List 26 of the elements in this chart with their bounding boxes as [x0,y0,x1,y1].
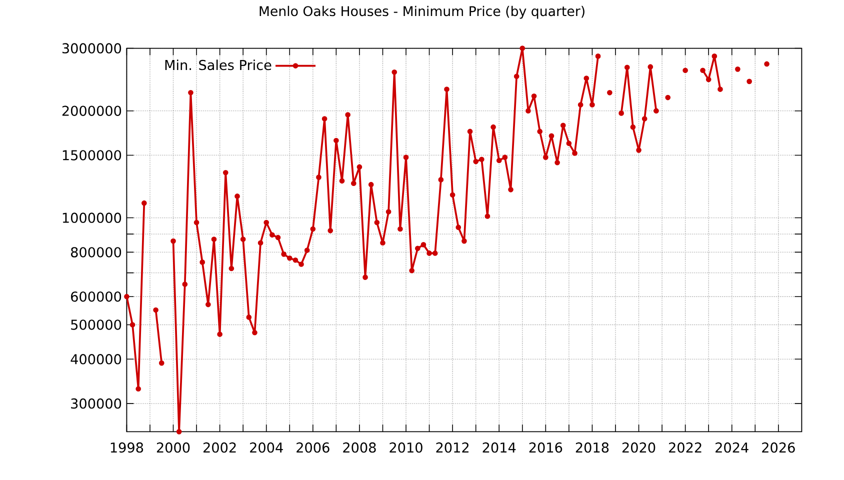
x-tick-label: 2024 [716,442,748,453]
x-tick-label: 2026 [762,442,795,453]
x-tick-label: 1998 [110,442,144,453]
x-tick-label: 2008 [343,442,376,453]
y-tick-label: 1000000 [62,212,122,223]
y-tick-label: 2000000 [62,106,122,116]
x-tick-label: 2000 [156,442,190,453]
y-tick-label: 500000 [71,320,122,330]
x-tick-label: 2002 [204,442,236,453]
x-tick-label: 2018 [576,442,609,453]
y-tick-label: 1500000 [62,150,122,160]
x-tick-label: 2010 [390,442,422,453]
y-tick-label: 400000 [70,354,122,364]
legend-label: Min. Sales Price [165,60,272,70]
x-tick-label: 2014 [482,442,516,453]
y-tick-label: 300000 [71,398,122,409]
x-tick-label: 2004 [250,442,283,453]
x-tick-label: 2022 [669,442,702,453]
chart-title: Menlo Oaks Houses - Minimum Price (by quarter) [260,6,584,19]
x-tick-label: 2012 [436,442,468,453]
x-tick-label: 2006 [296,442,330,453]
x-tick-label: 2020 [622,442,656,453]
y-tick-label: 3000000 [62,43,122,54]
x-tick-label: 2016 [529,442,562,453]
y-tick-label: 800000 [70,247,122,258]
y-tick-label: 600000 [71,291,122,302]
